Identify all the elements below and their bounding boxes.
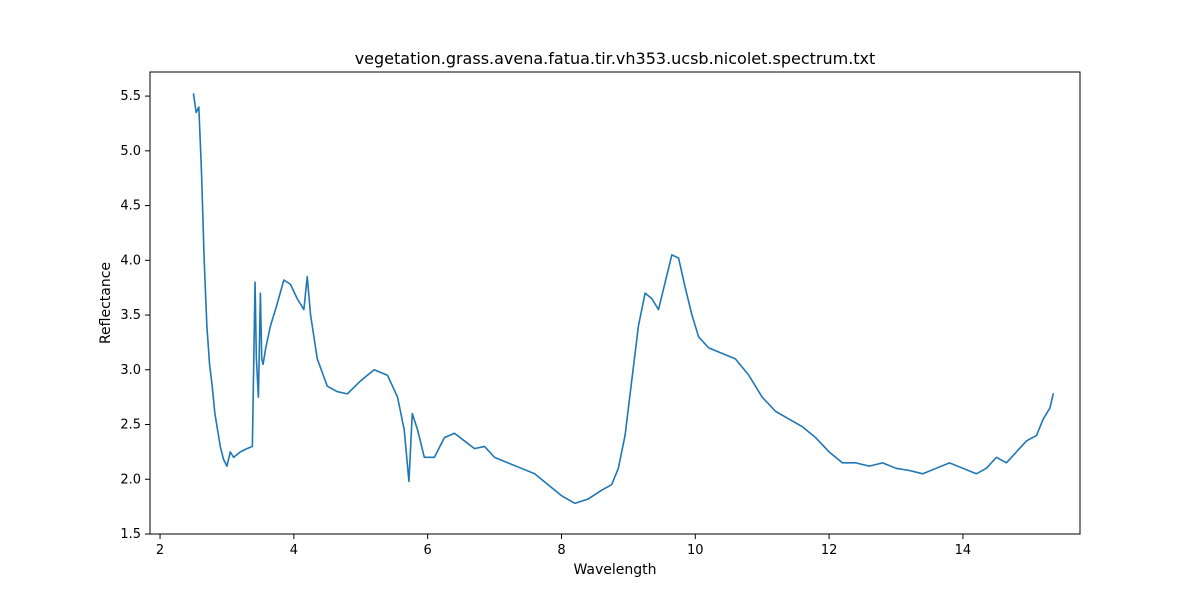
y-axis-label: Reflectance: [98, 262, 114, 344]
chart-title: vegetation.grass.avena.fatua.tir.vh353.u…: [355, 49, 876, 68]
x-axis-ticks: 2 4 6 8 10 12 14: [156, 534, 971, 558]
x-tick-label: 10: [687, 543, 704, 558]
plot-frame: [149, 71, 1081, 535]
x-axis-label: Wavelength: [573, 562, 656, 578]
x-tick-label: 12: [821, 543, 838, 558]
y-tick-label: 2.5: [120, 418, 141, 433]
y-tick-label: 1.5: [120, 527, 141, 542]
x-tick-label: 8: [557, 543, 565, 558]
y-tick-label: 3.0: [120, 363, 141, 378]
x-tick-label: 2: [156, 543, 164, 558]
y-axis-ticks: 1.5 2.0 2.5 3.0 3.5 4.0 4.5 5.0 5.5: [120, 89, 150, 542]
x-tick-label: 14: [955, 543, 972, 558]
reflectance-series-line: [192, 93, 1055, 505]
y-tick-label: 3.5: [120, 308, 141, 323]
y-tick-label: 5.5: [120, 89, 141, 104]
x-tick-label: 6: [424, 543, 432, 558]
x-tick-label: 4: [290, 543, 298, 558]
y-tick-label: 4.0: [120, 253, 141, 268]
y-tick-label: 4.5: [120, 199, 141, 214]
y-tick-label: 2.0: [120, 472, 141, 487]
y-tick-label: 5.0: [120, 144, 141, 159]
